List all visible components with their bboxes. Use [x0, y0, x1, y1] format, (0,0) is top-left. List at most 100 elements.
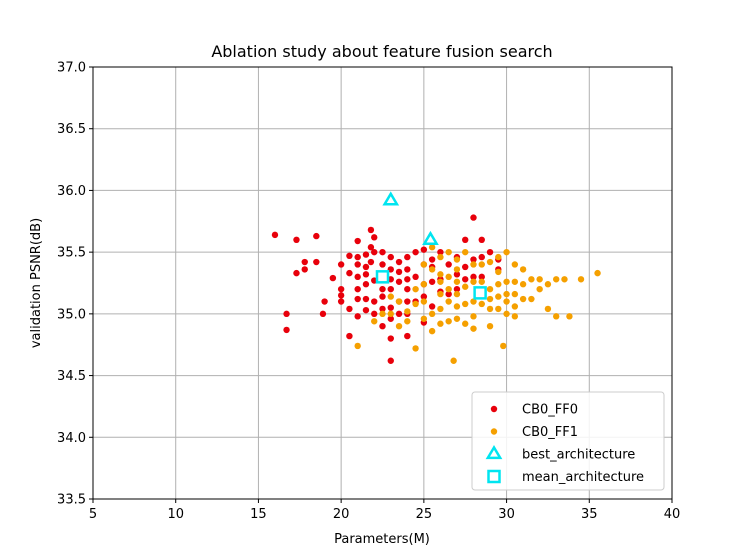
cb0-ff0-point — [367, 226, 375, 234]
cb0-ff0-point — [293, 236, 300, 243]
cb0-ff1-point — [379, 310, 386, 318]
cb0-ff0-point — [379, 248, 386, 256]
cb0-ff0-point — [462, 263, 469, 271]
cb0-ff0-point — [362, 263, 370, 271]
cb0-ff1-point — [437, 320, 444, 327]
cb0-ff1-point — [566, 313, 573, 320]
cb0-ff0-point — [337, 292, 345, 299]
cb0-ff0-point — [404, 253, 411, 261]
cb0-ff0-point — [395, 278, 403, 285]
y-tick-label: 36.0 — [57, 184, 86, 199]
legend-marker-cb0-ff0 — [490, 405, 498, 413]
cb0-ff1-point — [420, 315, 428, 322]
cb0-ff0-point — [470, 214, 477, 221]
cb0-ff1-point — [462, 283, 469, 290]
y-tick-label: 35.5 — [57, 246, 86, 261]
legend-label: CB0_FF0 — [522, 403, 578, 418]
cb0-ff1-point — [503, 298, 510, 305]
cb0-ff1-point — [453, 290, 461, 298]
cb0-ff0-point — [404, 285, 411, 293]
cb0-ff1-point — [553, 276, 560, 283]
cb0-ff0-point — [412, 248, 419, 256]
cb0-ff1-point — [387, 293, 394, 300]
plot-frame — [92, 66, 673, 500]
cb0-ff1-point — [453, 315, 461, 322]
cb0-ff1-point — [486, 258, 494, 266]
legend-label: CB0_FF1 — [522, 425, 578, 440]
y-tick-label: 33.5 — [57, 493, 86, 508]
y-tick-label: 34.0 — [57, 431, 86, 446]
cb0-ff1-point — [544, 305, 552, 313]
cb0-ff1-point — [437, 253, 444, 261]
cb0-ff0-point — [420, 293, 428, 300]
best-architecture-point — [382, 191, 400, 206]
cb0-ff0-point — [337, 261, 345, 268]
cb0-ff1-point — [445, 318, 452, 325]
cb0-ff1-point — [453, 256, 461, 263]
cb0-ff1-point — [511, 303, 519, 310]
cb0-ff0-point — [404, 298, 411, 305]
cb0-ff0-point — [301, 266, 308, 273]
cb0-ff1-point — [519, 295, 527, 303]
x-tick-label: 40 — [664, 507, 681, 522]
legend: CB0_FF0 CB0_FF1 best_architecture mean_arch… — [471, 391, 665, 491]
cb0-ff1-point — [536, 285, 543, 293]
cb0-ff0-point — [371, 248, 378, 256]
cb0-ff0-point — [354, 313, 361, 320]
cb0-ff0-point — [354, 273, 361, 281]
cb0-ff1-point — [420, 261, 428, 268]
cb0-ff0-point — [346, 305, 353, 313]
cb0-ff0-point — [319, 310, 327, 318]
y-axis-label: validation PSNR(dB) — [29, 218, 44, 348]
cb0-ff0-point — [367, 244, 375, 251]
cb0-ff0-point — [379, 323, 386, 330]
cb0-ff0-point — [395, 258, 403, 266]
cb0-ff1-point — [445, 298, 452, 305]
cb0-ff1-point — [354, 342, 361, 350]
cb0-ff1-point — [486, 295, 494, 303]
cb0-ff0-point — [354, 261, 361, 268]
cb0-ff1-point — [437, 305, 444, 313]
mean-architecture-point — [473, 286, 487, 300]
cb0-ff0-point — [420, 246, 428, 253]
cb0-ff0-point — [412, 273, 419, 281]
cb0-ff1-point — [428, 244, 436, 251]
cb0-ff1-point — [519, 281, 527, 288]
cb0-ff0-point — [301, 258, 308, 266]
cb0-ff1-point — [395, 298, 403, 305]
cb0-ff0-point — [271, 231, 279, 239]
y-tick-label: 37.0 — [57, 61, 86, 76]
cb0-ff0-point — [379, 261, 386, 268]
cb0-ff1-point — [495, 293, 502, 300]
cb0-ff0-point — [346, 332, 353, 340]
cb0-ff0-point — [346, 269, 353, 277]
cb0-ff1-point — [445, 273, 452, 281]
cb0-ff1-point — [495, 281, 502, 288]
cb0-ff1-point — [536, 276, 543, 283]
cb0-ff0-point — [395, 268, 403, 276]
y-tick-label: 36.5 — [57, 122, 86, 137]
x-tick-label: 10 — [167, 507, 184, 522]
legend-box — [471, 391, 665, 491]
cb0-ff1-point — [404, 318, 411, 325]
cb0-ff0-point — [313, 258, 320, 266]
cb0-ff0-point — [445, 290, 452, 298]
x-tick-label: 35 — [581, 507, 598, 522]
cb0-ff1-point — [511, 261, 519, 268]
cb0-ff1-point — [503, 248, 510, 256]
legend-marker-best-architecture — [485, 445, 503, 460]
cb0-ff1-point — [437, 278, 444, 285]
cb0-ff1-point — [503, 310, 510, 318]
cb0-ff0-point — [337, 298, 345, 305]
legend-marker-cb0-ff1 — [490, 428, 498, 435]
cb0-ff1-point — [486, 323, 494, 330]
cb0-ff0-point — [478, 236, 485, 243]
cb0-ff1-point — [445, 285, 452, 293]
cb0-ff0-point — [283, 326, 290, 334]
cb0-ff0-point — [470, 256, 477, 263]
cb0-ff0-point — [362, 271, 370, 278]
cb0-ff0-point — [404, 276, 411, 283]
x-tick-label: 25 — [416, 507, 433, 522]
cb0-ff1-point — [462, 248, 469, 256]
cb0-ff0-point — [462, 236, 469, 243]
